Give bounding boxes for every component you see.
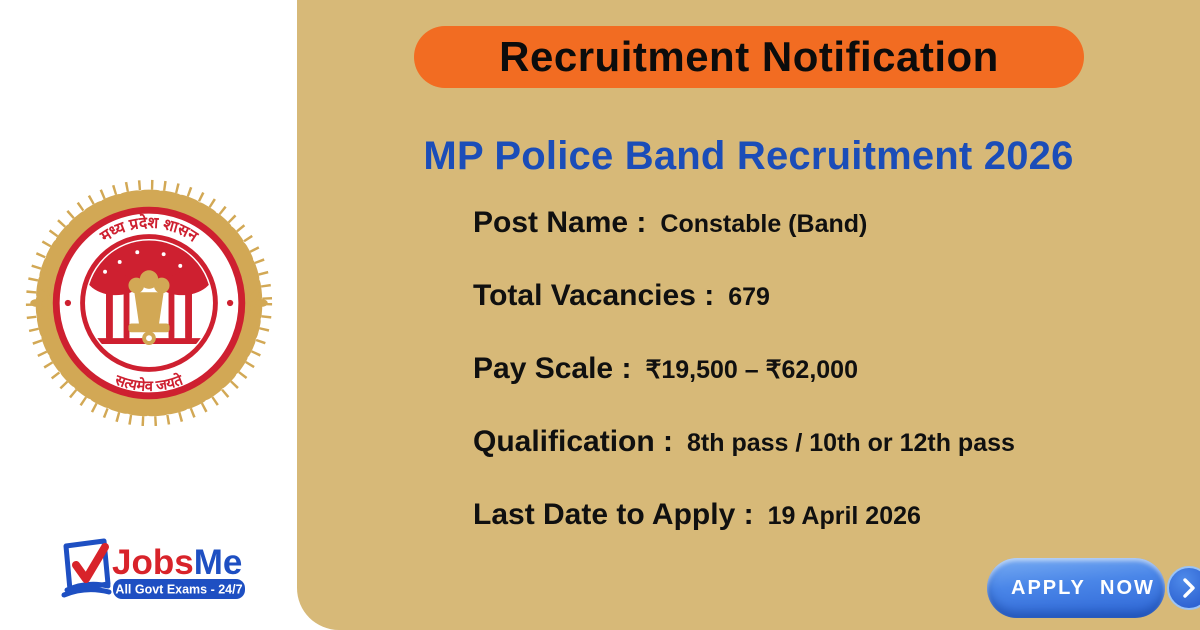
jobsme-wordmark: JobsMe [112,543,242,582]
notification-badge-label: Recruitment Notification [499,33,999,80]
detail-value: 19 April 2026 [767,502,921,530]
detail-label: Pay Scale : [473,352,632,385]
band-dot-right [226,299,234,307]
details-list: Post Name : Constable (Band) Total Vacan… [473,206,1160,571]
detail-value: ₹19,500 – ₹62,000 [645,356,858,384]
detail-row-post-name: Post Name : Constable (Band) [473,206,1160,246]
detail-label: Total Vacancies : [473,279,715,312]
detail-value: 679 [728,283,770,311]
apply-now-label: APPLY NOW [1011,576,1155,599]
apply-now-button[interactable]: APPLY NOW [987,558,1200,618]
left-panel: मध्य प्रदेश शासन सत्यमेव जयते [0,0,297,630]
detail-value: 8th pass / 10th or 12th pass [687,429,1015,457]
notification-badge: Recruitment Notification [414,26,1084,88]
detail-value: Constable (Band) [660,210,868,238]
detail-row-pay-scale: Pay Scale : ₹19,500 – ₹62,000 [473,352,1160,392]
detail-row-last-date: Last Date to Apply : 19 April 2026 [473,498,1160,538]
tagline-pill [113,579,245,599]
ashoka-lion-capital [128,270,170,346]
detail-label: Last Date to Apply : [473,498,754,531]
detail-label: Post Name : [473,206,647,239]
jobsme-logo: JobsMe All Govt Exams - 24/7 [61,538,245,599]
book-check-icon [61,538,112,598]
band-dot-left [64,299,72,307]
content-panel: Recruitment Notification MP Police Band … [297,0,1200,630]
jobsme-tagline: All Govt Exams - 24/7 [115,583,242,597]
detail-label: Qualification : [473,425,674,458]
detail-row-qualification: Qualification : 8th pass / 10th or 12th … [473,425,1160,465]
detail-row-total-vacancies: Total Vacancies : 679 [473,279,1160,319]
mp-govt-emblem: मध्य प्रदेश शासन सत्यमेव जयते [25,179,273,427]
chevron-right-icon [1166,566,1200,610]
page-title: MP Police Band Recruitment 2026 [423,134,1074,178]
